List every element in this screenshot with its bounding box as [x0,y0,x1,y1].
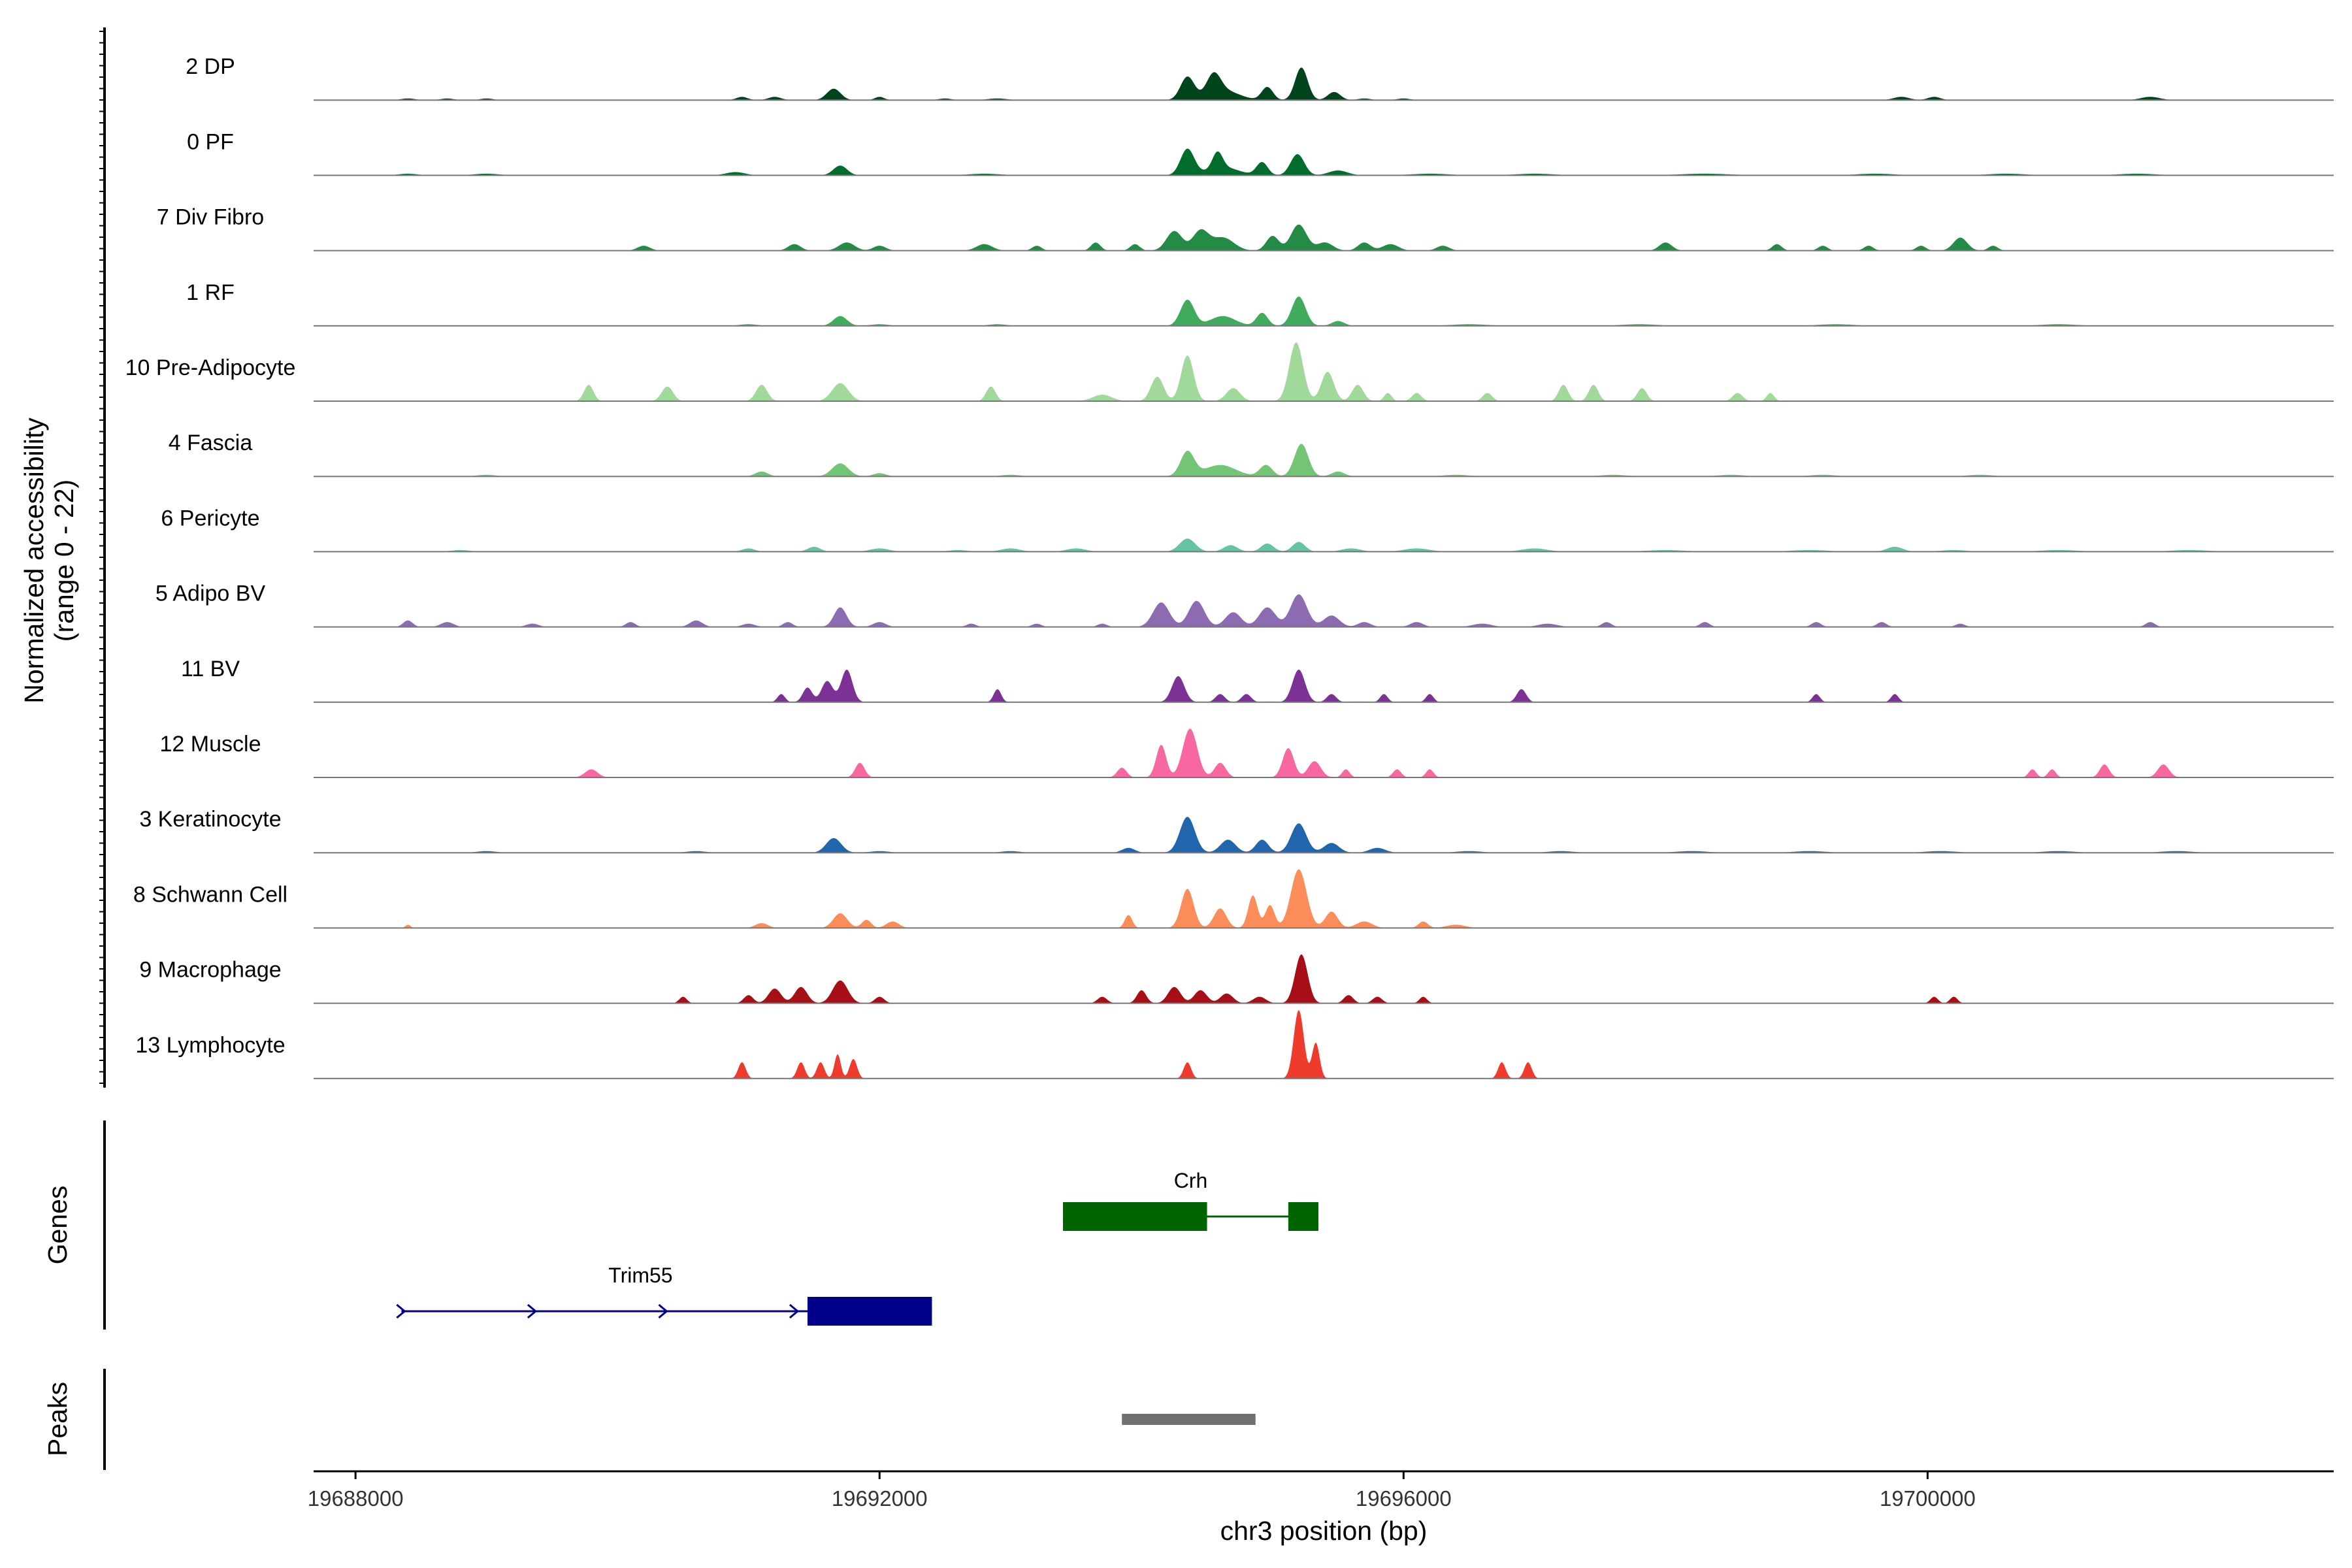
track-label: 7 Div Fibro [157,205,264,230]
track-label: 1 RF [186,280,235,305]
gene-label: Trim55 [608,1264,672,1287]
track-label: 5 Adipo BV [155,581,266,606]
track-7-div-fibro: 7 Div Fibro [157,205,2334,252]
strand-arrow [658,1303,668,1319]
coverage-area [314,342,2334,401]
track-2-dp: 2 DP [186,54,2334,101]
track-label: 2 DP [186,54,235,79]
coverage-y-axis [99,27,106,1088]
track-5-adipo-bv: 5 Adipo BV [155,581,2334,628]
track-label: 12 Muscle [160,732,261,757]
track-10-pre-adipocyte: 10 Pre-Adipocyte [125,342,2334,402]
track-label: 6 Pericyte [161,506,259,531]
gene-exon [807,1297,932,1326]
peak-region-bar [1122,1414,1256,1425]
track-9-macrophage: 9 Macrophage [139,954,2334,1004]
track-8-schwann-cell: 8 Schwann Cell [133,869,2334,929]
x-tick-label: 19696000 [1356,1486,1452,1511]
peaks-track-label: Peaks [42,1382,73,1456]
gene-crh: Crh [1062,1169,1318,1231]
gene-annotations: Crh Trim55 [396,1169,1318,1326]
gene-exon [1062,1202,1207,1231]
gene-trim55: Trim55 [396,1264,932,1326]
x-tick-label: 19700000 [1880,1486,1976,1511]
track-0-pf: 0 PF [187,129,2334,176]
peak-regions [1122,1414,1256,1425]
y-axis-label-range: (range 0 - 22) [49,480,79,642]
track-12-muscle: 12 Muscle [160,728,2334,778]
coverage-area [314,594,2334,627]
strand-arrow [527,1303,538,1319]
track-label: 8 Schwann Cell [133,882,287,907]
strand-arrow [396,1303,406,1319]
y-axis-label: Normalized accessibility [19,417,49,704]
x-tick-label: 19692000 [832,1486,928,1511]
track-label: 9 Macrophage [139,958,281,983]
gene-exon [1288,1202,1318,1231]
genes-track-label: Genes [42,1186,73,1265]
track-13-lymphocyte: 13 Lymphocyte [135,1009,2334,1079]
track-label: 11 BV [181,657,240,681]
coverage-area [314,224,2334,251]
track-4-fascia: 4 Fascia [169,431,2334,478]
track-3-keratinocyte: 3 Keratinocyte [139,807,2334,854]
x-tick-label: 19688000 [308,1486,404,1511]
track-label: 0 PF [187,129,234,154]
track-label: 4 Fascia [169,431,253,455]
track-label: 13 Lymphocyte [135,1033,285,1058]
track-6-pericyte: 6 Pericyte [161,506,2334,553]
track-1-rf: 1 RF [186,280,2334,327]
track-label: 3 Keratinocyte [139,807,281,832]
strand-arrow [789,1303,800,1319]
track-label: 10 Pre-Adipocyte [125,355,296,380]
coverage-tracks: 2 DP 0 PF 7 Div Fibro 1 RF 10 Pre-Adipocyte 4… [125,54,2334,1079]
x-axis-ticks: 19688000 19692000 19696000 19700000 [308,1471,1976,1511]
x-axis-label: chr3 position (bp) [1220,1516,1428,1546]
track-11-bv: 11 BV [181,657,2334,703]
gene-label: Crh [1174,1169,1208,1192]
coverage-area [314,538,2334,552]
